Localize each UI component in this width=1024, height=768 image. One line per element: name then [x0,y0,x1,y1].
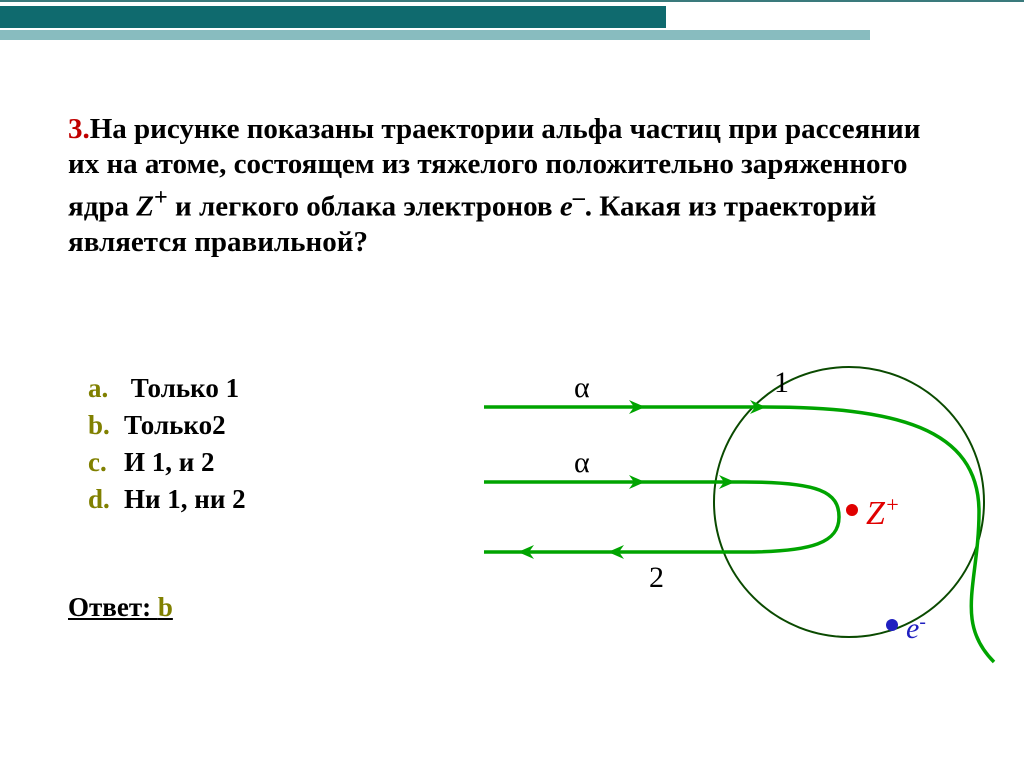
option-c: c.И 1, и 2 [88,447,246,478]
option-letter: a. [88,373,124,404]
symbol-z-sup: + [154,184,168,211]
electron-dot [886,619,898,631]
nucleus-dot [846,504,858,516]
option-d: d.Ни 1, ни 2 [88,484,246,515]
trajectory-arrows [518,400,766,559]
answer-value: b [158,592,173,622]
scattering-diagram: Z+ e- α α 1 2 [464,332,1004,672]
option-text: Ни 1, ни 2 [124,484,246,514]
question-number: 3. [68,113,90,145]
question-block: 3.На рисунке показаны траектории альфа ч… [68,112,956,260]
slide-header-decor [0,0,1024,52]
trajectory-2 [484,482,839,552]
alpha-label-1: α [574,371,590,404]
alpha-label-2: α [574,446,590,479]
trajectory-number-1: 1 [774,366,789,399]
decor-bar-dark [0,6,666,28]
option-a: a. Только 1 [88,373,246,404]
nucleus-label: Z+ [866,492,900,532]
decor-line-thin [0,0,1024,2]
option-b: b.Только2 [88,410,246,441]
symbol-z: Z [136,190,154,222]
decor-bar-light [0,30,870,40]
symbol-e-sup: – [573,184,585,211]
option-text: Только 1 [124,373,239,403]
electron-label: e- [906,612,926,645]
option-letter: c. [88,447,124,478]
option-text: И 1, и 2 [124,447,215,477]
answer-label: Ответ: [68,592,158,622]
option-text: Только2 [124,410,226,440]
options-list: a. Только 1 b.Только2 c.И 1, и 2 d.Ни 1,… [88,367,246,521]
answer-line: Ответ: b [68,592,173,623]
option-letter: b. [88,410,124,441]
option-letter: d. [88,484,124,515]
slide-content: 3.На рисунке показаны траектории альфа ч… [0,52,1024,260]
trajectory-number-2: 2 [649,561,664,594]
question-part2: и легкого облака электронов [168,190,560,222]
symbol-e: e [560,190,573,222]
